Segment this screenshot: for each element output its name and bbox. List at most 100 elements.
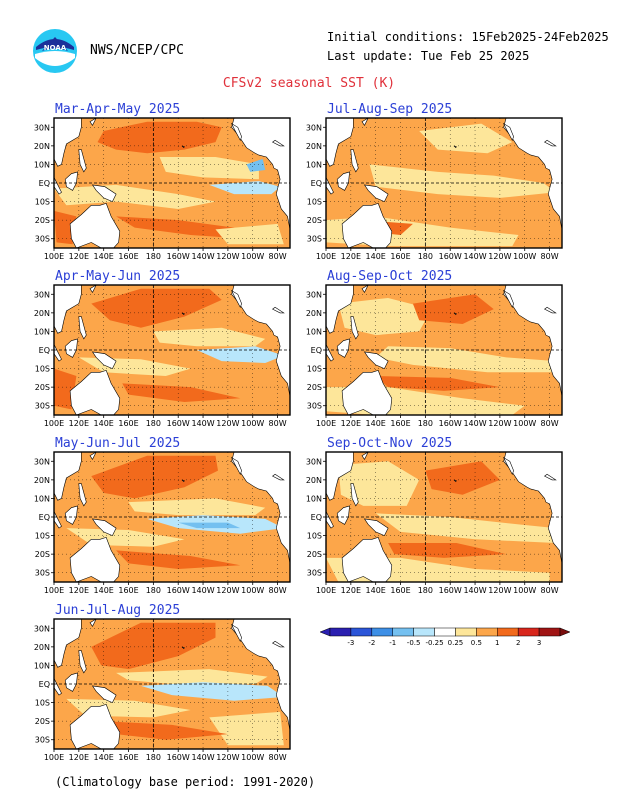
land-mass — [181, 646, 185, 650]
lat-tick-label: 10S — [35, 198, 50, 207]
land-mass — [91, 518, 117, 536]
lon-tick-label: 120W — [488, 586, 511, 595]
lat-tick-label: 20S — [307, 550, 322, 559]
land-mass — [54, 511, 62, 529]
land-mass — [453, 145, 457, 149]
colorbar-swatch — [392, 627, 414, 637]
land-mass — [503, 452, 562, 564]
land-mass — [361, 118, 369, 126]
land-mass — [326, 118, 354, 167]
lon-tick-label: 140W — [191, 753, 214, 762]
lat-tick-label: EQ — [39, 680, 50, 689]
lon-tick-label: 160W — [439, 586, 462, 595]
sst-anomaly-region — [91, 288, 222, 328]
lon-tick-label: 100W — [241, 753, 264, 762]
sst-anomaly-region — [209, 711, 284, 746]
colorbar-label: -3 — [347, 639, 354, 647]
colorbar-high-arrow — [559, 627, 571, 637]
sst-anomaly-region — [215, 223, 284, 245]
lat-tick-label: 20N — [34, 309, 50, 318]
lon-tick-label: 80W — [541, 252, 559, 261]
lon-tick-label: 160W — [439, 252, 462, 261]
land-mass — [453, 312, 457, 316]
lon-tick-label: 80W — [541, 419, 559, 428]
lon-tick-label: 100E — [44, 419, 64, 428]
colorbar-swatch — [434, 627, 456, 637]
lon-tick-label: 140E — [366, 586, 386, 595]
lon-tick-label: 100W — [513, 252, 536, 261]
land-mass — [341, 537, 393, 582]
land-mass — [89, 118, 97, 126]
lon-tick-label: 180 — [146, 419, 161, 428]
sst-anomaly-region — [412, 294, 494, 324]
lat-tick-label: 30N — [34, 290, 50, 299]
land-mass — [503, 285, 562, 397]
last-update: Last update: Tue Feb 25 2025 — [327, 49, 530, 63]
lon-tick-label: 160W — [167, 252, 190, 261]
lat-tick-label: 20S — [35, 550, 50, 559]
lat-tick-label: 30N — [306, 290, 322, 299]
colorbar-low-arrow — [319, 627, 331, 637]
lat-tick-label: 20S — [307, 383, 322, 392]
lon-tick-label: 160W — [439, 419, 462, 428]
lon-tick-label: 160E — [118, 586, 138, 595]
colorbar-swatch — [476, 627, 498, 637]
lat-tick-label: 20N — [306, 476, 322, 485]
lon-tick-label: 120E — [69, 252, 89, 261]
map-panel-son: 100E 120E 140E 160E 180 160W 140W 120W 100W 80W 30… — [306, 451, 563, 595]
sst-anomaly-region — [97, 121, 222, 154]
land-mass — [69, 704, 121, 749]
lon-tick-label: 80W — [269, 586, 287, 595]
lon-tick-label: 120E — [341, 586, 361, 595]
lon-tick-label: 100E — [44, 252, 64, 261]
sst-anomaly-region — [91, 455, 218, 499]
land-mass — [363, 518, 389, 536]
colorbar-swatch — [350, 627, 373, 637]
lat-tick-label: 10N — [34, 661, 50, 670]
lon-tick-label: 120E — [341, 419, 361, 428]
land-mass — [326, 285, 354, 334]
panel-title-jas: Jul-Aug-Sep 2025 — [327, 102, 453, 117]
lon-tick-label: 80W — [269, 753, 287, 762]
lat-tick-label: 10S — [307, 532, 322, 541]
lon-tick-label: 80W — [269, 419, 287, 428]
sst-anomaly-region — [425, 461, 500, 495]
lat-tick-label: EQ — [311, 346, 322, 355]
lat-tick-label: EQ — [39, 179, 50, 188]
lat-tick-label: 10N — [306, 160, 322, 169]
colorbar-label: -1 — [389, 639, 396, 647]
colorbar-label: -0.5 — [407, 639, 421, 647]
colorbar-label: 2 — [516, 639, 520, 647]
panel-title-aso: Aug-Sep-Oct 2025 — [327, 269, 453, 284]
panel-title-son: Sep-Oct-Nov 2025 — [327, 436, 453, 451]
land-mass — [326, 452, 354, 501]
land-mass — [78, 149, 87, 173]
lat-tick-label: 10N — [34, 160, 50, 169]
lon-tick-label: 180 — [146, 753, 161, 762]
land-mass — [272, 640, 285, 648]
lat-tick-label: 30N — [306, 123, 322, 132]
land-mass — [453, 479, 457, 483]
sst-anomaly-region — [122, 383, 241, 402]
lon-tick-label: 160E — [118, 753, 138, 762]
sst-anomaly-region — [116, 216, 247, 239]
sst-anomaly-region — [140, 682, 284, 701]
lon-tick-label: 140E — [94, 419, 114, 428]
land-mass — [54, 678, 62, 696]
lat-tick-label: 10N — [34, 494, 50, 503]
colorbar-label: 3 — [537, 639, 541, 647]
land-mass — [78, 316, 87, 340]
lon-tick-label: 100E — [316, 252, 336, 261]
land-mass — [230, 289, 242, 309]
lat-tick-label: 30S — [35, 402, 50, 411]
land-mass — [69, 370, 121, 415]
lat-tick-label: 10N — [306, 494, 322, 503]
colorbar-label: 1 — [495, 639, 499, 647]
land-mass — [54, 285, 82, 334]
lon-tick-label: 140E — [94, 586, 114, 595]
lon-tick-label: 180 — [418, 419, 433, 428]
lat-tick-label: 20N — [34, 643, 50, 652]
lon-tick-label: 180 — [146, 586, 161, 595]
land-mass — [544, 306, 557, 314]
land-mass — [89, 452, 97, 460]
